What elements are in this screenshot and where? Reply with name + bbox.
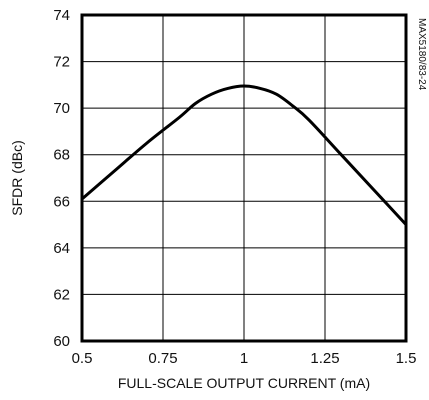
y-tick-label: 60: [53, 333, 70, 350]
grid-lines: [81, 14, 407, 342]
plot-frame: [80, 13, 408, 343]
y-tick-label: 74: [53, 7, 70, 24]
x-tick-labels: 0.5 0.75 1 1.25 1.5: [72, 350, 417, 367]
x-axis-label: FULL-SCALE OUTPUT CURRENT (mA): [118, 375, 370, 391]
x-tick-label: 1.5: [396, 350, 417, 367]
x-tick-label: 1.25: [310, 350, 339, 367]
y-tick-label: 70: [53, 100, 70, 117]
y-tick-label: 66: [53, 193, 70, 210]
x-tick-label: 0.5: [72, 350, 93, 367]
figure-code: MAX5180/83-24: [416, 18, 427, 91]
y-tick-labels: 60 62 64 66 68 70 72 74: [53, 7, 70, 350]
y-tick-label: 64: [53, 240, 70, 257]
y-tick-label: 68: [53, 147, 70, 164]
x-tick-label: 1: [240, 350, 248, 367]
y-tick-label: 62: [53, 286, 70, 303]
y-axis-label: SFDR (dBc): [9, 140, 25, 215]
sfdr-series-line: [81, 84, 408, 226]
y-tick-label: 72: [53, 54, 70, 71]
x-tick-label: 0.75: [148, 350, 177, 367]
